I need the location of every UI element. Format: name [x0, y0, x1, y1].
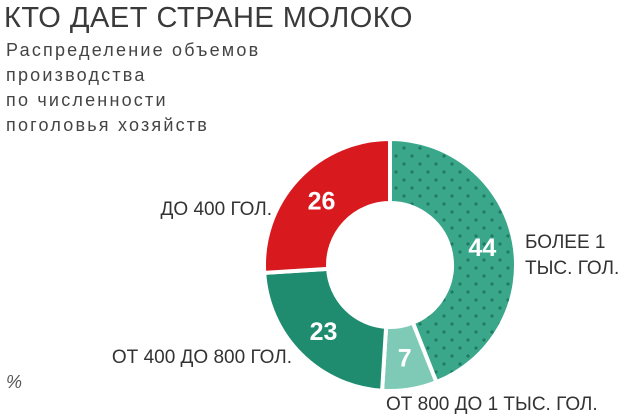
- value-label: 23: [310, 318, 338, 346]
- unit-label: %: [6, 372, 23, 392]
- donut-segment: [262, 266, 389, 393]
- subtitle-line: Распределение объемов: [6, 40, 261, 60]
- value-label: 26: [308, 187, 336, 215]
- value-label: 7: [398, 344, 412, 372]
- category-label: ДО 400 ГОЛ.: [160, 199, 272, 220]
- chart-title: КТО ДАЕТ СТРАНЕ МОЛОКО: [4, 2, 413, 34]
- category-label: БОЛЕЕ 1 ТЫС. ГОЛ.: [525, 232, 620, 279]
- donut-segment: [388, 136, 518, 385]
- value-label: 44: [468, 234, 496, 262]
- subtitle-line: поголовья хозяйств: [6, 115, 210, 135]
- category-label: ОТ 800 ДО 1 ТЫС. ГОЛ.: [386, 394, 598, 415]
- subtitle-line: по численности: [6, 90, 168, 110]
- category-label: ОТ 400 ДО 800 ГОЛ.: [111, 347, 292, 368]
- donut-segment: [262, 136, 392, 276]
- subtitle-line: производства: [6, 65, 147, 85]
